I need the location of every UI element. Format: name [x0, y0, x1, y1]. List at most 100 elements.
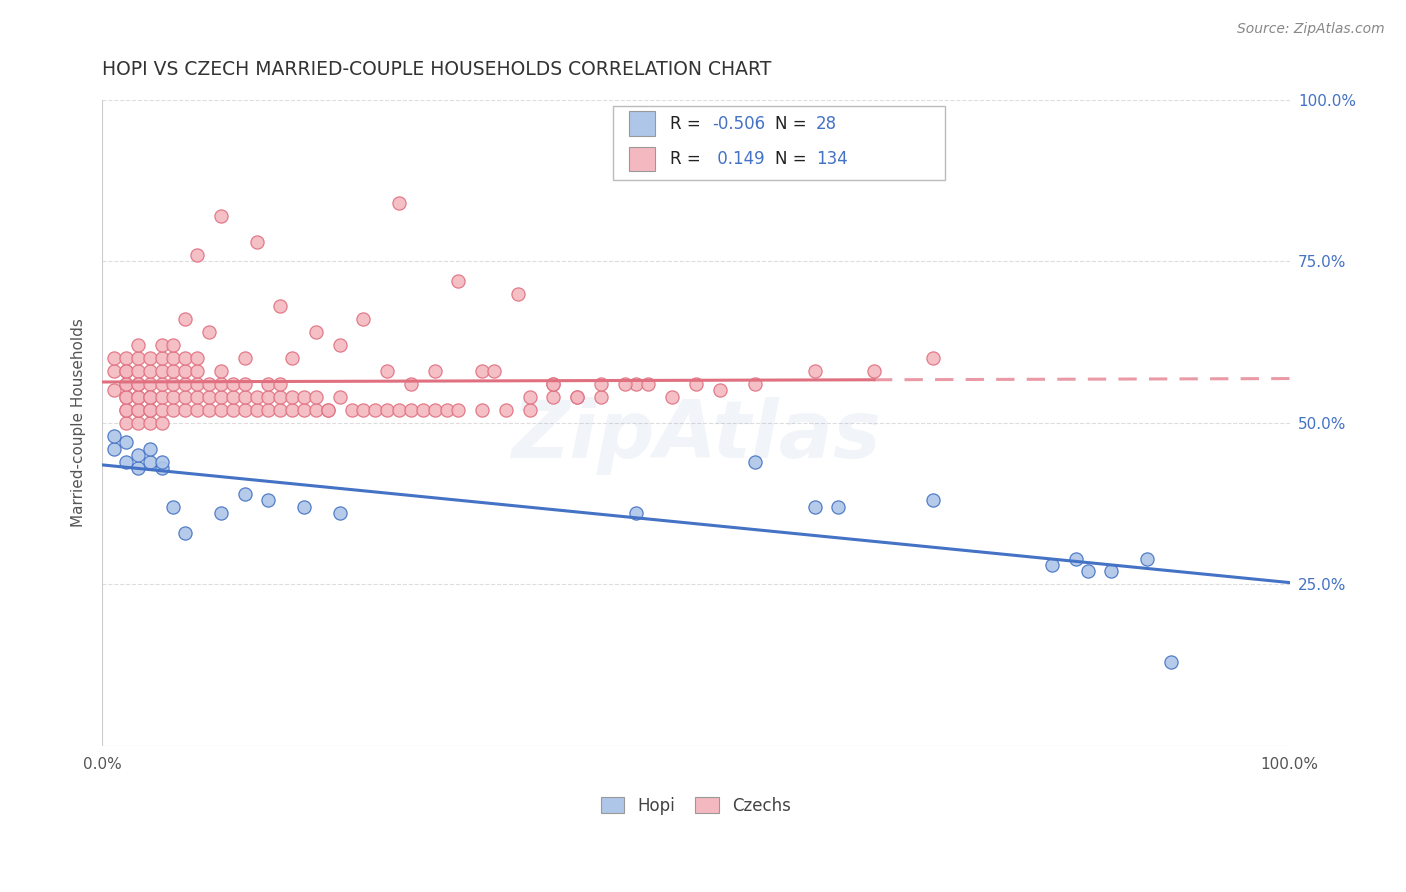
Point [281, 403, 304, 417]
Point [292, 390, 315, 404]
Point [127, 390, 149, 404]
Point [115, 454, 138, 468]
Point [506, 286, 529, 301]
Point [115, 364, 138, 378]
Point [447, 274, 470, 288]
Point [222, 390, 245, 404]
Point [209, 506, 232, 520]
Point [257, 493, 280, 508]
Point [127, 390, 149, 404]
Point [103, 384, 125, 398]
Point [162, 390, 184, 404]
Point [162, 403, 184, 417]
Point [186, 364, 208, 378]
FancyBboxPatch shape [630, 147, 655, 171]
Point [150, 416, 173, 430]
Point [115, 416, 138, 430]
Point [103, 442, 125, 456]
Point [613, 377, 636, 392]
Point [127, 351, 149, 366]
Text: R =: R = [669, 114, 706, 133]
Point [257, 390, 280, 404]
Point [245, 403, 267, 417]
Point [150, 403, 173, 417]
Point [423, 364, 446, 378]
Point [150, 461, 173, 475]
Point [127, 461, 149, 475]
Point [127, 338, 149, 352]
Point [127, 377, 149, 392]
Text: R =: R = [669, 150, 706, 169]
Point [127, 416, 149, 430]
Point [589, 377, 612, 392]
Point [174, 525, 197, 540]
Point [103, 429, 125, 443]
Point [174, 403, 197, 417]
Point [138, 442, 160, 456]
Point [281, 390, 304, 404]
Point [482, 364, 505, 378]
Point [922, 493, 945, 508]
Point [103, 351, 125, 366]
Point [375, 403, 398, 417]
Point [305, 326, 328, 340]
Point [1064, 551, 1087, 566]
Point [269, 300, 291, 314]
Point [316, 403, 339, 417]
Point [1099, 565, 1122, 579]
Point [803, 364, 825, 378]
Y-axis label: Married-couple Households: Married-couple Households [72, 318, 86, 527]
Point [115, 377, 138, 392]
Point [233, 487, 256, 501]
Point [162, 351, 184, 366]
Point [685, 377, 707, 392]
Point [150, 377, 173, 392]
Point [269, 377, 291, 392]
Point [198, 403, 221, 417]
Point [115, 364, 138, 378]
Point [257, 377, 280, 392]
Point [626, 506, 648, 520]
Point [150, 454, 173, 468]
Point [329, 338, 352, 352]
Text: 134: 134 [815, 150, 848, 169]
Point [174, 312, 197, 326]
Point [423, 403, 446, 417]
Point [329, 390, 352, 404]
Point [1040, 558, 1063, 572]
Point [495, 403, 517, 417]
Point [1136, 551, 1159, 566]
Point [399, 377, 422, 392]
Point [198, 390, 221, 404]
Point [863, 364, 886, 378]
Text: 28: 28 [815, 114, 837, 133]
Point [233, 377, 256, 392]
Point [162, 364, 184, 378]
Point [138, 403, 160, 417]
Point [352, 312, 374, 326]
Point [209, 377, 232, 392]
Point [744, 454, 766, 468]
Point [115, 403, 138, 417]
Point [150, 338, 173, 352]
Point [519, 390, 541, 404]
Point [162, 377, 184, 392]
Point [257, 403, 280, 417]
Point [388, 196, 411, 211]
Point [471, 364, 494, 378]
Text: -0.506: -0.506 [713, 114, 766, 133]
Point [233, 390, 256, 404]
Point [174, 390, 197, 404]
Point [138, 390, 160, 404]
Point [245, 390, 267, 404]
Point [637, 377, 659, 392]
Point [269, 403, 291, 417]
Point [233, 351, 256, 366]
Point [803, 500, 825, 514]
Point [340, 403, 363, 417]
Point [115, 403, 138, 417]
Point [412, 403, 434, 417]
Point [115, 377, 138, 392]
Point [127, 448, 149, 462]
Point [329, 506, 352, 520]
